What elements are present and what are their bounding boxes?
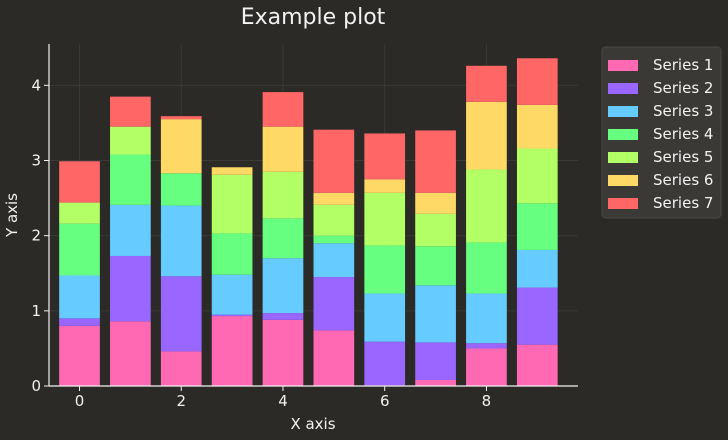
y-tick-label: 4 [31,76,41,94]
bar-segment [466,348,507,386]
bar-segment [415,130,456,193]
bar-segment [313,277,355,331]
legend-swatch [608,106,638,117]
bar-segment [466,293,507,344]
y-tick-label: 0 [31,377,41,395]
x-tick-label: 0 [75,392,85,410]
bar-segment [313,129,355,193]
bar-segment [110,321,151,386]
legend-label: Series 6 [653,171,713,189]
bar-segment [466,65,507,102]
bar-segment [160,173,202,206]
bar-segment [262,92,304,127]
chart-title: Example plot [241,5,386,30]
legend-label: Series 5 [653,148,713,166]
bar-segment [110,126,151,155]
bar-segment [59,223,100,276]
bar-segment [262,313,304,320]
bar-segment [415,246,456,286]
legend-label: Series 7 [653,194,713,212]
legend-swatch [608,83,638,94]
bar-stacks [59,58,558,386]
legend-label: Series 1 [653,56,713,74]
bar-segment [59,318,100,326]
bar-segment [516,249,558,288]
bar-segment [364,192,406,246]
bar-segment [415,213,456,247]
legend: Series 1 Series 2 Series 3 Series 4 Series 5… [601,46,722,219]
legend-swatch [608,152,638,163]
bar-segment [262,126,304,172]
bar-segment [59,161,100,203]
bar-segment [364,341,406,386]
axes: 0 2 4 6 8 0 1 2 3 4 [31,44,578,410]
x-tick-label: 2 [176,392,186,410]
bar-segment [59,325,100,386]
bar-segment [466,101,507,170]
bar-segment [110,204,151,256]
bar-segment [160,116,202,120]
bar-segment [313,204,355,236]
bar-segment [262,258,304,314]
bar-segment [313,330,355,386]
y-tick-label: 2 [31,227,41,245]
bar-segment [211,316,253,386]
bar-segment [160,205,202,277]
bar-segment [110,96,151,127]
x-tick-label: 4 [278,392,288,410]
bar-segment [364,133,406,180]
bar-segment [211,167,253,175]
bar-segment [516,58,558,105]
bar-segment [415,379,456,386]
bar-segment [160,351,202,386]
y-tick-label: 3 [31,152,41,170]
bar-segment [313,243,355,278]
bar-segment [466,343,507,349]
bar-segment [516,104,558,149]
legend-swatch [608,129,638,140]
bar-segment [160,119,202,174]
bar-segment [516,203,558,250]
bar-segment [110,255,151,322]
bar-segment [110,154,151,205]
x-axis-title: X axis [290,415,335,433]
x-tick-label: 6 [380,392,390,410]
bar-segment [262,218,304,259]
bar-segment [59,202,100,224]
bar-segment [211,274,253,315]
legend-label: Series 2 [653,79,713,97]
legend-swatch [608,60,638,71]
bar-segment [160,276,202,352]
bar-segment [262,171,304,219]
bar-segment [211,233,253,275]
bar-segment [415,192,456,214]
bar-segment [262,319,304,386]
bar-segment [211,314,253,317]
bar-segment [364,293,406,342]
bar-segment [516,287,558,345]
bar-segment [364,245,406,294]
y-axis-title: Y axis [3,193,21,238]
bar-segment [59,275,100,319]
bar-segment [415,342,456,380]
legend-swatch [608,198,638,209]
x-tick-label: 8 [482,392,492,410]
y-tick-label: 1 [31,302,41,320]
bar-segment [466,242,507,294]
bar-segment [466,169,507,243]
bar-segment [516,344,558,386]
bar-segment [364,179,406,193]
legend-label: Series 3 [653,102,713,120]
bar-segment [313,235,355,244]
bar-segment [211,174,253,234]
bar-segment [313,192,355,205]
legend-swatch [608,175,638,186]
legend-label: Series 4 [653,125,713,143]
bar-segment [516,148,558,204]
bar-segment [415,285,456,343]
